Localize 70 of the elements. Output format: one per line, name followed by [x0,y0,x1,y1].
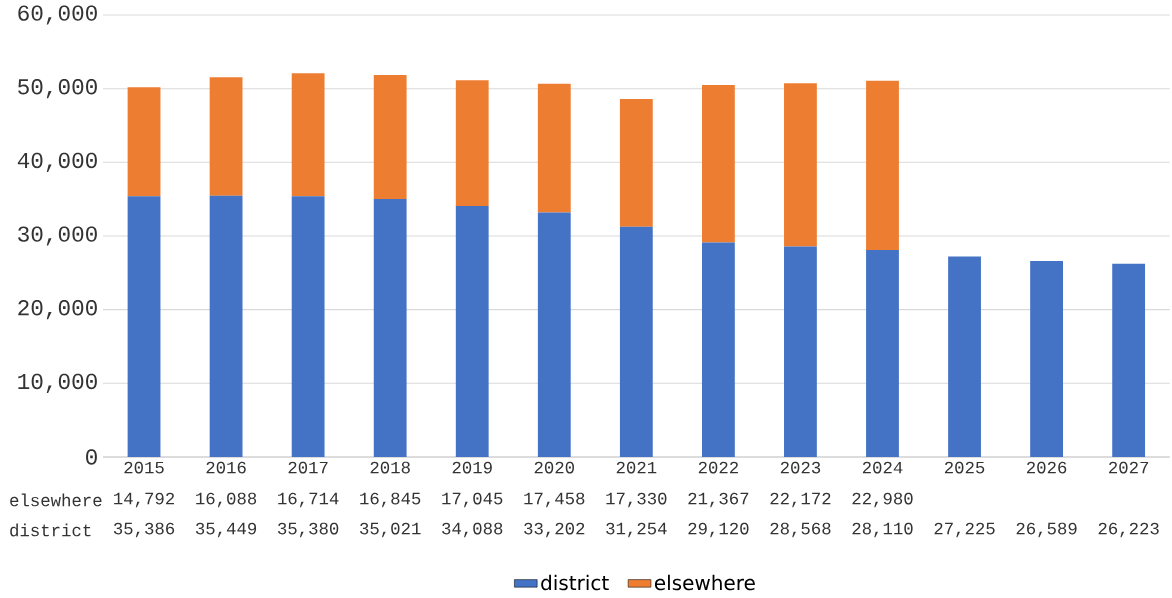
bar [209,77,243,196]
data-label: 35,380 [278,522,339,538]
text: district [10,523,91,537]
bar [866,249,899,457]
bar [866,80,899,250]
data-label: 31,254 [606,522,667,538]
data-label: 17,045 [442,492,503,508]
bar [455,80,489,206]
data-label: 35,386 [113,522,175,538]
legend-label: elsewhere [654,574,755,591]
x-tick-label: 2015 [124,461,164,474]
legend-label: district [541,574,609,591]
y-tick-label: 60,000 [18,5,97,25]
data-label: 14,792 [114,492,174,508]
text: elsewhere [10,493,102,507]
data-label: 17,458 [524,492,585,508]
x-tick-label: 2024 [862,461,903,474]
bar [537,212,571,457]
x-tick-label: 2018 [370,461,410,474]
bar [127,87,161,197]
data-label: 34,088 [442,522,503,538]
bar [537,83,571,213]
data-label: 33,202 [524,522,585,538]
bar [373,199,407,457]
data-label: 16,714 [278,492,339,508]
data-label: 26,223 [1098,522,1159,538]
data-label: 22,980 [852,492,913,508]
data-label: 27,225 [934,522,995,538]
data-label: 21,367 [688,492,749,508]
x-tick-label: 2022 [698,461,738,474]
x-tick-label: 2016 [206,461,246,474]
x-tick-label: 2027 [1109,461,1149,474]
x-tick-label: 2023 [780,461,821,474]
y-tick-label: 10,000 [18,373,97,393]
bar [619,99,653,227]
data-label: 28,110 [852,522,913,538]
x-tick-label: 2026 [1027,461,1067,474]
bar [373,74,407,200]
bar [701,242,735,457]
bar [1112,263,1146,457]
data-label: 29,120 [688,522,749,538]
y-tick-label: 20,000 [18,300,97,320]
data-label: 35,449 [195,522,257,538]
bar [291,73,325,197]
bar [948,256,981,457]
bar [209,195,243,457]
data-label: 17,330 [606,492,667,508]
y-tick-label: 30,000 [18,226,97,246]
x-tick-label: 2021 [616,461,657,474]
data-label: 22,172 [770,492,831,508]
data-label: 16,088 [196,492,257,508]
y-tick-label: 40,000 [17,152,97,172]
bar [1030,261,1063,457]
x-tick-label: 2020 [534,461,575,474]
data-label: 35,021 [360,522,421,538]
x-tick-label: 2025 [944,461,985,474]
bar [701,85,735,243]
data-label: 28,568 [770,522,831,538]
bar [784,83,817,247]
data-label: 26,589 [1016,522,1077,538]
bar [784,246,817,457]
data-label: 16,845 [360,492,421,508]
bar [291,196,325,457]
bar [127,196,161,457]
bar [455,205,489,457]
x-tick-label: 2019 [452,461,492,474]
x-tick-label: 2017 [288,461,328,474]
y-tick-label: 50,000 [18,79,97,99]
bar [619,226,653,457]
y-tick-label: 0 [86,449,97,465]
